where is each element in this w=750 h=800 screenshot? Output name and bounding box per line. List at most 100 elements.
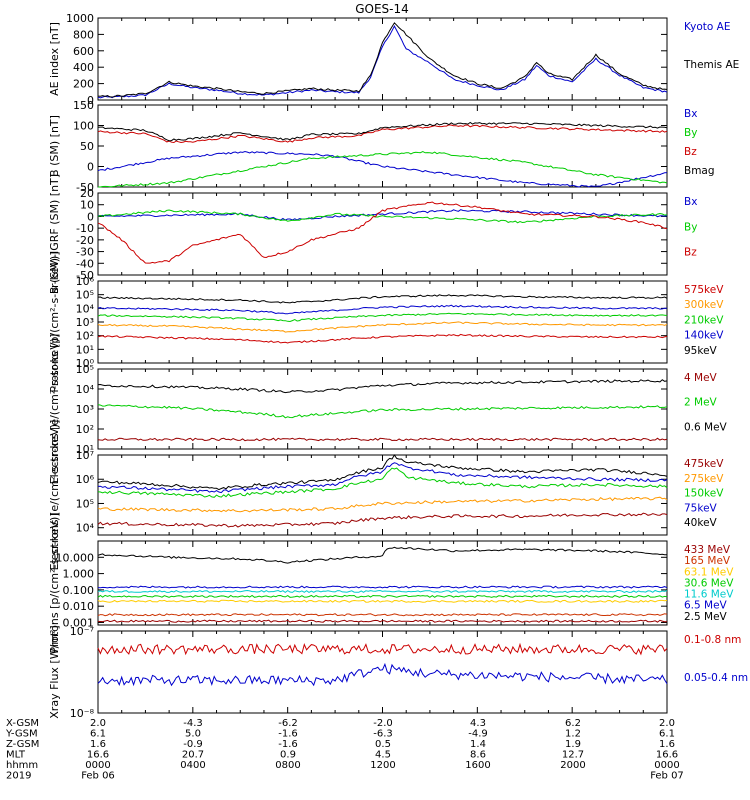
panel-8: 10⁻⁸ 10⁻⁷ Xray Flux [W/m²] 0.1-0.8 nm 0.05-0… [48,625,748,720]
y-tick-label: 10⁶ [76,473,95,486]
axis-cell: 0000 [85,760,110,771]
axis-cell: 1.2 [565,729,581,740]
axis-cell: -4.9 [468,729,488,740]
y-tick-label: -50 [76,181,94,194]
axis-table: X-GSM 2.0 -4.3 -6.2 -2.0 4.3 6.2 2.0 Y-GSM 6.1 5.0… [5,718,684,782]
legend-entry: 6.5 MeV [684,600,728,612]
y-tick-label: 1000 [66,12,94,25]
y-tick-label: 10³ [76,316,94,329]
legend-entry: 63.1 MeV [684,566,734,578]
legend-entry: 150keV [684,488,724,500]
legend-entry: Kyoto AE [684,21,730,33]
y-tick-label: 0.100 [63,584,95,597]
series-line [97,546,668,564]
y-tick-label: 10⁷ [76,449,94,462]
panel-frame [97,280,668,364]
series-line [97,462,668,494]
series-line [97,437,668,442]
panel-frame [97,454,668,536]
series-line [97,333,668,344]
y-tick-label: 0 [87,161,94,174]
chart-title: GOES-14 [355,2,409,16]
series-line [97,662,668,687]
y-tick-label: 10¹ [76,343,94,356]
legend-entry: 30.6 MeV [684,577,734,589]
axis-cell: 2.0 [659,718,675,729]
axis-cell: 16.6 [87,750,109,761]
series-line [97,312,668,323]
axis-cell: 0000 [654,760,679,771]
axis-cell: 1.9 [565,739,581,750]
legend-entry: 275keV [684,473,724,485]
series-line [97,209,668,221]
series-line [97,22,668,98]
y-tick-label: 10⁵ [76,497,94,510]
legend-entry: Themis AE [683,59,739,71]
axis-cell: 0.9 [280,750,296,761]
axis-cell: 0400 [180,760,205,771]
y-tick-label: 800 [73,28,94,41]
legend-entry: 575keV [684,284,724,296]
axis-row-label: Z-GSM [6,739,39,750]
y-tick-label: 50 [80,140,94,153]
axis-cell: 1600 [465,760,490,771]
axis-cell: 2000 [560,760,585,771]
y-tick-label: 10⁵ [76,289,94,302]
y-tick-label: -30 [76,246,94,259]
y-axis-label: Protons [p/(cm²-s-sr-keV)] [48,512,61,653]
legend-entry: Bz [684,146,697,158]
axis-cell: -6.2 [278,718,298,729]
axis-cell: 4.5 [375,750,391,761]
series-line [97,589,668,594]
y-axis-label: AE index [nT] [48,22,61,96]
y-tick-label: 0.001 [63,616,95,629]
axis-cell: 12.7 [562,750,584,761]
y-tick-label: 400 [73,61,94,74]
series-line [97,379,668,394]
axis-cell: 2.0 [90,718,106,729]
y-axis-label: Electrons [e/(cm²-s-sr-keV)] [48,334,61,485]
panel-frame [97,192,668,276]
legend-entry: 95keV [684,345,718,357]
axis-cell: 8.6 [470,750,486,761]
series-line [97,467,668,498]
axis-row-label: hhmm [6,760,38,771]
y-tick-label: -10 [76,222,94,235]
legend-entry: 433 MeV [684,544,731,556]
panel-frame [97,540,668,626]
legend-entry: 2.5 MeV [684,611,728,623]
panel-frame [97,104,668,188]
y-tick-label: 10⁴ [76,522,95,535]
legend-entry: 475keV [684,458,724,470]
panel-1: 0 200 400 600 800 1000 AE index [nT] Kyoto AE Th… [48,12,739,107]
panel-frame [97,630,668,714]
axis-cell: -4.3 [183,718,203,729]
y-axis-label: Xray Flux [W/m²] [48,625,61,718]
axis-row-label: Y-GSM [5,729,38,740]
axis-cell: -6.3 [373,729,393,740]
y-tick-label: 10⁰ [76,357,95,370]
axis-cell: 0.5 [375,739,391,750]
y-tick-label: 200 [73,78,94,91]
series-line [98,151,668,188]
legend-entry: 2 MeV [684,397,718,409]
y-tick-label: 10 [80,199,94,212]
panel-6: 10⁴ 10⁵ 10⁶ 10⁷ Electrons [e/(cm²-s-sr-keV)]… [48,420,724,571]
y-tick-label: 0 [87,210,94,223]
y-tick-label: 10⁶ [76,275,95,288]
y-tick-label: 10² [76,330,94,343]
series-line [97,321,668,333]
legend-entry: 165 MeV [684,555,731,567]
axis-cell: -0.9 [183,739,203,750]
series-line [97,201,668,264]
panel-2: -50 0 50 100 150 B (SM) [nT] Bx By Bz Bmag [48,99,715,194]
legend-entry: By [684,127,697,139]
y-tick-label: 10⁵ [76,363,94,376]
panel-frame [97,17,668,101]
y-tick-label: -50 [76,269,94,282]
axis-cell: 6.2 [565,718,581,729]
series-line [97,496,668,513]
